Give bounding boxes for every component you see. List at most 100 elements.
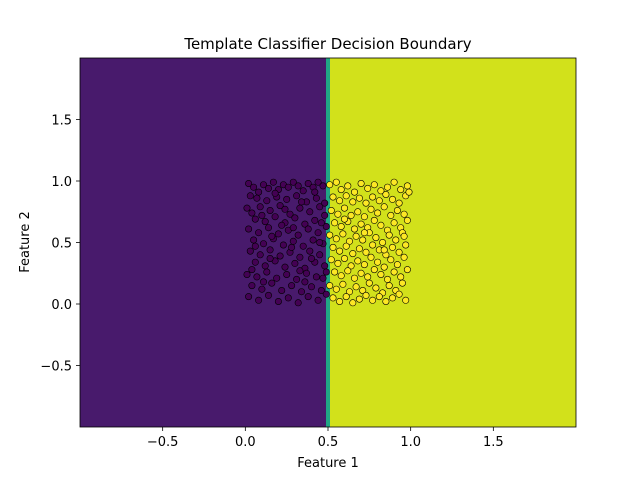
point-class-0: [278, 221, 286, 229]
point-class-1: [388, 243, 396, 251]
point-class-0: [297, 198, 305, 206]
point-class-1: [403, 266, 411, 274]
point-class-1: [332, 285, 340, 293]
point-class-0: [266, 207, 274, 215]
point-class-0: [250, 183, 258, 191]
point-class-1: [359, 236, 367, 244]
point-class-1: [347, 211, 355, 219]
point-class-1: [365, 279, 373, 287]
point-class-1: [329, 243, 337, 251]
point-class-0: [321, 211, 329, 219]
y-axis-title: Feature 2: [18, 211, 33, 273]
point-class-1: [400, 253, 408, 261]
point-class-1: [402, 241, 410, 249]
point-class-1: [390, 178, 398, 186]
point-class-0: [259, 278, 267, 286]
point-class-1: [393, 207, 401, 215]
point-class-0: [301, 220, 309, 228]
point-class-1: [342, 242, 350, 250]
point-class-1: [387, 211, 395, 219]
point-class-0: [293, 275, 301, 283]
x-tick-label: 0.5: [318, 435, 339, 450]
point-class-0: [322, 268, 330, 276]
point-class-1: [329, 294, 337, 302]
x-tick-label: 1.5: [483, 435, 504, 450]
point-class-1: [375, 197, 383, 205]
point-class-1: [334, 259, 342, 267]
point-class-1: [374, 258, 382, 266]
x-axis-title: Feature 1: [297, 456, 359, 471]
point-class-1: [392, 236, 400, 244]
point-class-0: [314, 178, 322, 186]
point-class-0: [268, 279, 276, 287]
point-class-0: [243, 270, 251, 278]
point-class-1: [350, 274, 358, 282]
point-class-0: [299, 187, 307, 195]
point-class-0: [322, 290, 330, 298]
point-class-1: [388, 195, 396, 203]
point-class-1: [345, 288, 353, 296]
point-class-1: [352, 232, 360, 240]
point-class-1: [377, 270, 385, 278]
x-tick-label: −0.5: [147, 435, 179, 450]
point-class-1: [350, 225, 358, 233]
point-class-0: [294, 182, 302, 190]
point-class-1: [355, 245, 363, 253]
point-class-0: [266, 255, 274, 263]
point-class-0: [296, 267, 304, 275]
point-class-1: [380, 203, 388, 211]
point-class-0: [284, 183, 292, 191]
y-tick-label: 1.0: [51, 175, 72, 190]
point-class-1: [342, 192, 350, 200]
point-class-1: [360, 213, 368, 221]
point-class-1: [379, 239, 387, 247]
point-class-0: [273, 274, 281, 282]
point-class-1: [354, 208, 362, 216]
point-class-1: [340, 215, 348, 223]
point-class-0: [289, 237, 297, 245]
y-tick-label: 0.0: [51, 298, 72, 313]
point-class-1: [395, 290, 403, 298]
point-class-0: [253, 194, 261, 202]
point-class-1: [360, 229, 368, 237]
point-class-0: [314, 229, 322, 237]
point-class-0: [255, 296, 263, 304]
point-class-0: [312, 273, 320, 281]
point-class-1: [332, 235, 340, 243]
point-class-0: [294, 231, 302, 239]
point-class-1: [383, 275, 391, 283]
point-class-1: [390, 268, 398, 276]
point-class-1: [331, 268, 339, 276]
point-class-0: [288, 243, 296, 251]
point-class-0: [299, 242, 307, 250]
point-class-1: [397, 186, 405, 194]
point-class-0: [319, 274, 327, 282]
point-class-1: [388, 294, 396, 302]
point-class-0: [268, 232, 276, 240]
point-class-1: [342, 293, 350, 301]
point-class-0: [286, 210, 294, 218]
point-class-0: [283, 195, 291, 203]
point-class-0: [316, 239, 324, 247]
point-class-0: [251, 242, 259, 250]
point-class-1: [362, 291, 370, 299]
point-class-0: [301, 278, 309, 286]
point-class-1: [400, 232, 408, 240]
point-class-1: [327, 256, 335, 264]
point-class-0: [284, 294, 292, 302]
point-class-0: [294, 299, 302, 307]
point-class-0: [261, 218, 269, 226]
point-class-0: [246, 192, 254, 200]
point-class-0: [263, 197, 271, 205]
point-class-0: [269, 178, 277, 186]
region-class-0: [80, 58, 328, 427]
point-class-0: [309, 236, 317, 244]
point-class-0: [322, 223, 330, 231]
point-class-1: [326, 282, 334, 290]
point-class-0: [293, 192, 301, 200]
point-class-1: [349, 299, 357, 307]
point-class-0: [259, 181, 267, 189]
point-class-1: [382, 191, 390, 199]
point-class-0: [304, 293, 312, 301]
point-class-1: [359, 286, 367, 294]
